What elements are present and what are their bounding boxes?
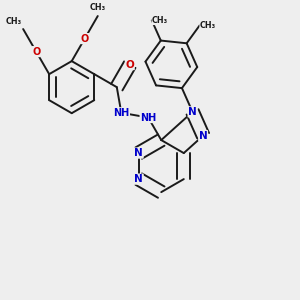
Text: N: N (188, 107, 197, 117)
Text: CH₃: CH₃ (90, 4, 106, 13)
Text: CH₃: CH₃ (152, 16, 168, 25)
Text: NH: NH (113, 108, 129, 118)
Text: O: O (32, 46, 40, 57)
Text: O: O (125, 60, 134, 70)
Text: O: O (81, 34, 89, 44)
Text: N: N (134, 174, 143, 184)
Text: CH₃: CH₃ (200, 21, 216, 30)
Text: CH₃: CH₃ (5, 16, 22, 26)
Text: N: N (199, 131, 208, 141)
Text: N: N (134, 148, 143, 158)
Text: NH: NH (140, 112, 156, 122)
